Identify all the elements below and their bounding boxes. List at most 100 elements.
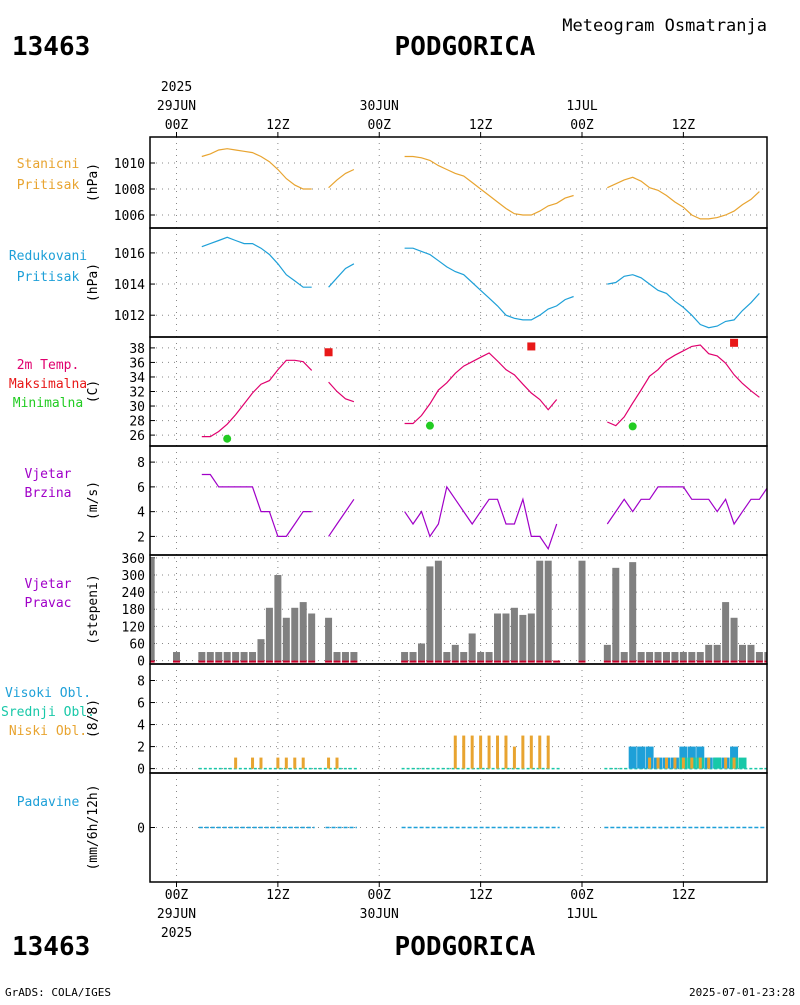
date-label: 29JUN: [157, 907, 196, 922]
ytick-label: 60: [129, 637, 145, 652]
ytick-label: 4: [137, 506, 145, 521]
bar: [730, 617, 738, 661]
max-marker: [730, 338, 739, 347]
bar: [705, 644, 713, 661]
ytick-label: 4: [137, 719, 145, 734]
panel-label: Minimalna: [13, 396, 83, 411]
panel-frame: [149, 445, 768, 556]
bar: [477, 652, 485, 661]
low-cloud-bar: [707, 757, 711, 769]
time-tick-label: 12Z: [469, 118, 493, 133]
max-marker: [527, 342, 536, 351]
series-line: [201, 473, 312, 538]
bar: [654, 652, 662, 661]
low-cloud-bar: [732, 757, 736, 769]
date-label: 29JUN: [157, 99, 196, 114]
footer-credits: GrADS: COLA/IGES: [5, 986, 111, 999]
time-tick-label: 12Z: [672, 888, 696, 903]
series-line: [404, 155, 574, 216]
ytick-label: 1010: [114, 157, 145, 172]
bar: [299, 602, 307, 661]
time-tick-label: 12Z: [266, 888, 290, 903]
ytick-label: 300: [122, 569, 145, 584]
y-axis-label: (m/s): [86, 481, 101, 520]
high-cloud-bar: [687, 746, 696, 769]
bar: [451, 644, 459, 661]
ytick-label: 38: [129, 342, 145, 357]
panel-label: Maksimalna: [9, 377, 87, 392]
low-cloud-bar: [681, 757, 685, 769]
series-line: [404, 247, 574, 321]
footer-station-id: 13463: [12, 932, 90, 962]
bar: [468, 633, 476, 661]
time-tick-label: 00Z: [165, 888, 189, 903]
bar: [722, 602, 730, 661]
ytick-label: 180: [122, 603, 145, 618]
series-line: [328, 168, 355, 189]
panel-label: Redukovani: [9, 249, 87, 264]
bar: [291, 607, 299, 661]
ytick-label: 2: [137, 530, 145, 545]
ytick-label: 0: [137, 763, 145, 778]
bar: [764, 652, 767, 661]
high-cloud-bar: [730, 746, 739, 769]
series-line: [328, 263, 355, 288]
series-line: [607, 176, 760, 220]
ytick-label: 8: [137, 675, 145, 690]
ytick-label: 26: [129, 429, 145, 444]
bar: [646, 652, 654, 661]
time-tick-label: 00Z: [165, 118, 189, 133]
ytick-label: 28: [129, 415, 145, 430]
panel-frame: [149, 227, 768, 338]
panel-label: Vjetar: [25, 577, 72, 592]
panel-station_pressure: 1010 1008 1006 Stanicni Pritisak (hPa): [17, 136, 768, 229]
series-line: [328, 381, 355, 403]
panel-label: Stanicni: [17, 157, 80, 172]
low-cloud-bar: [698, 757, 702, 769]
ytick-label: 34: [129, 371, 145, 386]
low-cloud-bar: [512, 746, 516, 769]
time-tick-label: 00Z: [570, 118, 594, 133]
low-cloud-bar: [470, 735, 474, 769]
low-cloud-bar: [529, 735, 533, 769]
panel-frame: [149, 336, 768, 447]
time-tick-label: 12Z: [469, 888, 493, 903]
time-tick-label: 00Z: [368, 888, 392, 903]
bar: [544, 560, 552, 661]
low-cloud-bar: [724, 757, 728, 769]
mid-cloud-bar: [713, 757, 722, 769]
high-cloud-bar: [628, 746, 637, 769]
bar: [232, 652, 240, 661]
ytick-label: 120: [122, 620, 145, 635]
bar: [460, 652, 468, 661]
low-cloud-bar: [335, 757, 339, 769]
low-cloud-bar: [656, 757, 660, 769]
bottom-time-axis: 00Z 29JUN 2025 12Z 00Z 30JUN 12Z 00Z 1JUL 12Z: [157, 882, 695, 941]
max-marker: [324, 348, 333, 357]
ytick-label: 6: [137, 697, 145, 712]
low-cloud-bar: [479, 735, 483, 769]
date-label: 30JUN: [360, 99, 399, 114]
footer-timestamp: 2025-07-01-23:28: [689, 986, 795, 999]
series-line: [201, 148, 312, 190]
top-time-axis: 00Z 29JUN 2025 12Z 00Z 30JUN 12Z 00Z 1JUL 12Z: [157, 80, 695, 137]
series-line: [201, 359, 313, 438]
low-cloud-bar: [487, 735, 491, 769]
ytick-label: 1008: [114, 183, 145, 198]
low-cloud-bar: [546, 735, 550, 769]
ytick-label: 32: [129, 386, 145, 401]
low-cloud-bar: [293, 757, 297, 769]
bar: [755, 652, 763, 661]
plot-area: [201, 236, 760, 329]
date-label: 30JUN: [360, 907, 399, 922]
bar: [578, 560, 586, 661]
ytick-label: 1006: [114, 209, 145, 224]
time-tick-label: 12Z: [266, 118, 290, 133]
low-cloud-bar: [690, 757, 694, 769]
bar: [443, 652, 451, 661]
panel-label: 2m Temp.: [17, 358, 80, 373]
high-cloud-bar: [645, 746, 654, 769]
bar: [215, 652, 223, 661]
bar: [747, 644, 755, 661]
